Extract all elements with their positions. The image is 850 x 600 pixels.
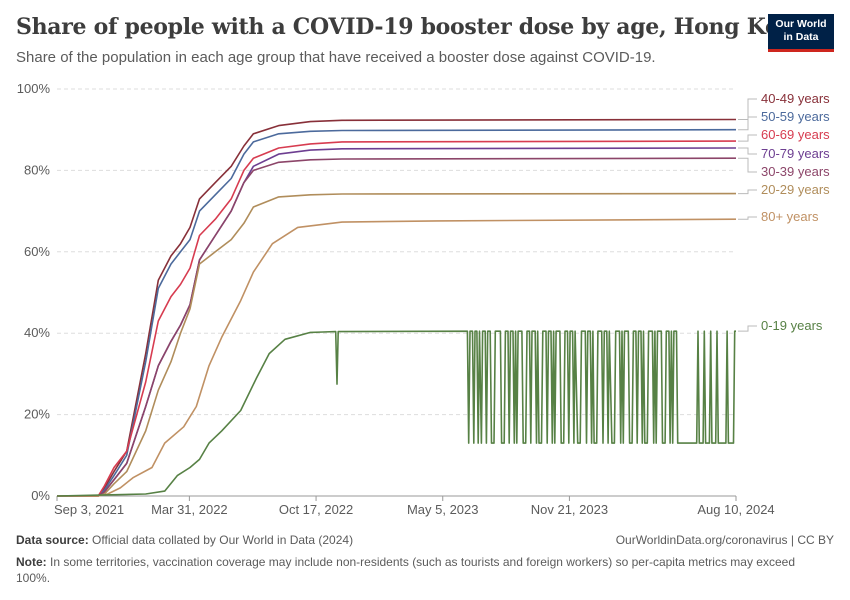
note-text: In some territories, vaccination coverag… <box>16 555 796 585</box>
legend-connector <box>738 134 757 142</box>
note-label: Note: <box>16 555 47 569</box>
legend-connector <box>738 325 757 332</box>
data-source: Data source: Official data collated by O… <box>16 533 353 547</box>
series-line-60-69-years[interactable] <box>57 140 737 497</box>
chart-subtitle: Share of the population in each age grou… <box>16 49 656 66</box>
legend-connector <box>738 147 757 155</box>
legend-label-30-39-years[interactable]: 30-39 years <box>761 164 830 179</box>
y-tick-label: 100% <box>17 81 51 96</box>
y-tick-label: 20% <box>24 407 50 422</box>
legend-label-40-49-years[interactable]: 40-49 years <box>761 91 830 106</box>
legend-label-80-years[interactable]: 80+ years <box>761 209 819 224</box>
y-tick-label: 80% <box>24 162 50 177</box>
series-line-20-29-years[interactable] <box>57 192 737 497</box>
legend-label-70-79-years[interactable]: 70-79 years <box>761 146 830 161</box>
x-tick-label: Oct 17, 2022 <box>279 502 353 517</box>
legend-connector <box>738 98 757 121</box>
chart-note: Note: In some territories, vaccination c… <box>16 554 816 586</box>
legend-connector <box>738 216 757 220</box>
y-tick-label: 0% <box>31 488 50 503</box>
owid-logo[interactable]: Our World in Data <box>768 14 834 52</box>
series-line-0-19-years[interactable] <box>56 330 736 497</box>
source-label: Data source: <box>16 533 89 547</box>
y-tick-label: 60% <box>24 244 50 259</box>
legend-label-0-19-years[interactable]: 0-19 years <box>761 318 823 333</box>
legend-connector <box>738 116 757 131</box>
x-tick-label: May 5, 2023 <box>407 502 479 517</box>
legend-label-20-29-years[interactable]: 20-29 years <box>761 182 830 197</box>
legend-connector <box>738 189 757 195</box>
legend-label-60-69-years[interactable]: 60-69 years <box>761 127 830 142</box>
series-line-50-59-years[interactable] <box>57 128 737 497</box>
logo-line-1: Our World <box>775 18 827 30</box>
legend-connector <box>738 157 757 173</box>
source-text: Official data collated by Our World in D… <box>92 533 354 547</box>
series-line-30-39-years[interactable] <box>57 157 737 497</box>
x-tick-label: Mar 31, 2022 <box>151 502 228 517</box>
x-tick-label: Nov 21, 2023 <box>531 502 608 517</box>
series-line-40-49-years[interactable] <box>57 118 737 497</box>
chart-title: Share of people with a COVID-19 booster … <box>16 14 811 40</box>
credit-link[interactable]: OurWorldinData.org/coronavirus | CC BY <box>615 533 834 547</box>
legend-label-50-59-years[interactable]: 50-59 years <box>761 109 830 124</box>
y-tick-label: 40% <box>24 325 50 340</box>
x-tick-label: Aug 10, 2024 <box>697 502 774 517</box>
x-tick-label: Sep 3, 2021 <box>54 502 124 517</box>
series-line-80-years[interactable] <box>57 218 737 497</box>
logo-line-2: in Data <box>783 31 819 43</box>
